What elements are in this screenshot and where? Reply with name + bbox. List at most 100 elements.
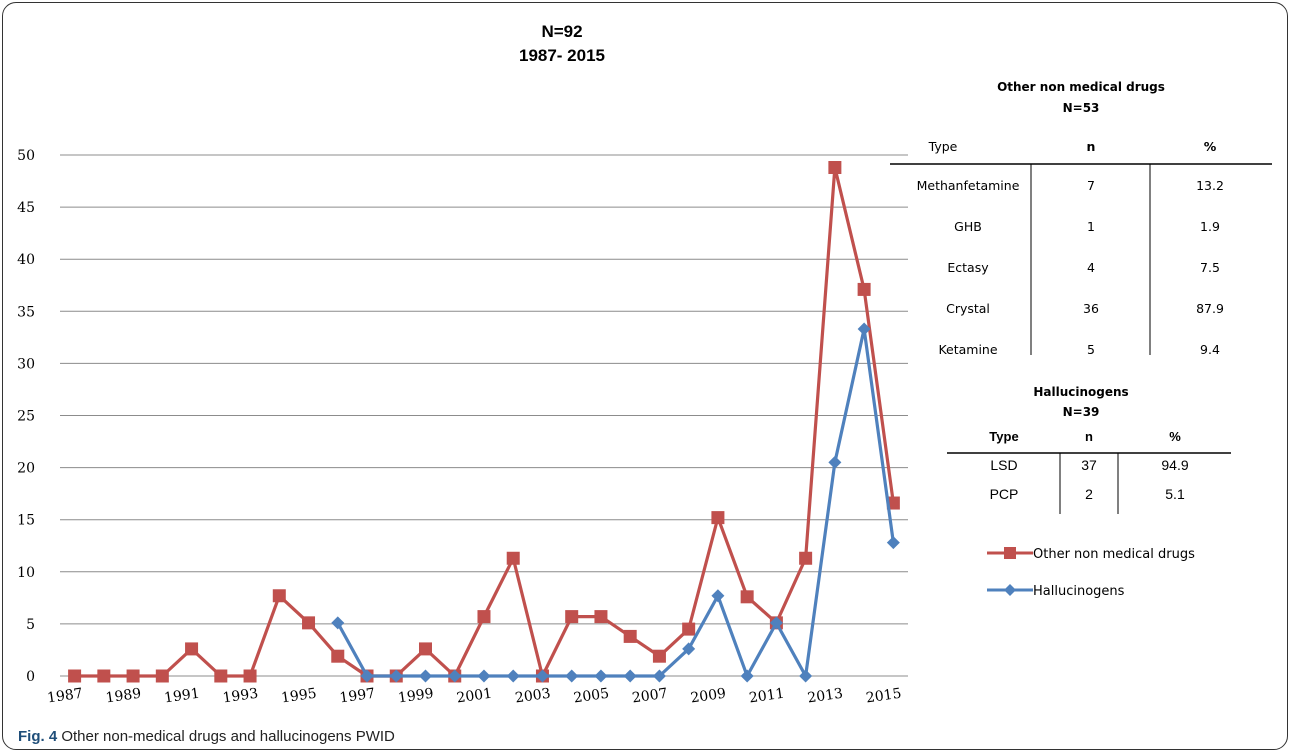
data-point-diamond	[886, 536, 900, 550]
table2-cell: LSD	[990, 457, 1017, 473]
data-point-square	[711, 511, 725, 525]
x-tick-label: 2009	[690, 686, 728, 707]
table1-cell: 1.9	[1200, 219, 1220, 234]
data-point-square	[506, 551, 520, 565]
series-hallucinogens	[331, 322, 900, 683]
data-point-diamond	[506, 669, 520, 683]
x-tick-label: 2003	[514, 686, 552, 707]
chart-title-line-2: 1987- 2015	[519, 46, 605, 65]
x-tick-label: 1987	[46, 686, 84, 707]
caption-label: Fig. 4	[18, 728, 58, 745]
data-point-square	[155, 669, 169, 683]
table-hallucinogens: Hallucinogens N=39 Type n % LSD 37 94.9 PCP…	[947, 385, 1231, 514]
table1-cell: 36	[1083, 301, 1099, 316]
table1-subtitle: N=53	[1063, 101, 1100, 115]
table-other-drugs: Other non medical drugs N=53 Type n % Me…	[890, 80, 1272, 357]
y-tick-label: 35	[17, 304, 35, 320]
data-point-square	[331, 649, 345, 663]
data-point-diamond	[331, 616, 345, 630]
table1-cell: 5	[1087, 342, 1095, 357]
table1-cell: Methanfetamine	[917, 178, 1020, 193]
data-point-diamond	[682, 642, 696, 656]
y-tick-label: 10	[17, 565, 35, 581]
data-point-diamond	[652, 669, 666, 683]
data-point-square	[243, 669, 257, 683]
y-tick-label: 25	[17, 409, 35, 425]
data-point-square	[594, 610, 608, 624]
table2-cell: 2	[1085, 486, 1093, 502]
x-tick-label: 1989	[105, 686, 143, 707]
table1-cell: 87.9	[1196, 301, 1224, 316]
data-point-diamond	[565, 669, 579, 683]
data-point-square	[799, 551, 813, 565]
data-point-square	[126, 669, 140, 683]
table1-cell: 13.2	[1196, 178, 1224, 193]
x-tick-label: 2007	[631, 686, 669, 707]
x-tick-label: 1999	[397, 686, 435, 707]
chart-title-line-1: N=92	[541, 22, 582, 41]
data-point-square	[740, 590, 754, 604]
data-point-square	[886, 496, 900, 510]
data-point-square	[857, 282, 871, 296]
data-point-square	[97, 669, 111, 683]
data-point-diamond	[389, 669, 403, 683]
legend-marker-hallucinogens	[1004, 584, 1016, 596]
x-axis-ticks: 1987 1989 1991 1993 1995 1997 1999 2001 2003 2005…	[46, 686, 902, 707]
data-point-diamond	[448, 669, 462, 683]
table1-header-type: Type	[928, 139, 958, 154]
table1-cell: Crystal	[946, 301, 990, 316]
series-line	[74, 165, 895, 678]
table2-rows: LSD 37 94.9 PCP 2 5.1	[990, 457, 1189, 502]
data-point-diamond	[711, 589, 725, 603]
series-other-non-medical-drugs	[68, 161, 900, 683]
legend: Other non medical drugs Hallucinogens	[987, 547, 1195, 599]
data-point-diamond	[799, 669, 813, 683]
table1-cell: 1	[1087, 219, 1095, 234]
data-point-square	[68, 669, 82, 683]
table2-cell: 5.1	[1165, 486, 1185, 502]
table1-cell: Ectasy	[947, 260, 989, 275]
x-tick-label: 1991	[163, 686, 201, 707]
table1-cell: 7.5	[1200, 260, 1220, 275]
data-point-diamond	[418, 669, 432, 683]
data-point-square	[214, 669, 228, 683]
data-point-diamond	[740, 669, 754, 683]
data-point-diamond	[623, 669, 637, 683]
y-tick-label: 40	[17, 252, 35, 268]
data-point-diamond	[477, 669, 491, 683]
data-point-square	[682, 622, 696, 636]
table1-cell: Ketamine	[938, 342, 997, 357]
data-point-diamond	[360, 669, 374, 683]
x-tick-label: 2015	[865, 686, 903, 707]
y-tick-label: 50	[17, 148, 35, 164]
y-axis-ticks: 0 5 10 15 20 25 30 35 40 45 50	[17, 148, 35, 685]
y-tick-label: 30	[17, 356, 35, 372]
legend-label-other: Other non medical drugs	[1033, 547, 1195, 562]
data-point-square	[652, 649, 666, 663]
x-tick-label: 2005	[573, 686, 611, 707]
y-tick-label: 15	[17, 513, 35, 529]
data-point-diamond	[857, 322, 871, 336]
x-tick-label: 2011	[748, 686, 786, 707]
caption-text: Other non-medical drugs and hallucinogen…	[61, 728, 395, 745]
x-tick-label: 2001	[456, 686, 494, 707]
x-tick-label: 1997	[339, 686, 377, 707]
y-tick-label: 45	[17, 200, 35, 216]
data-point-square	[565, 610, 579, 624]
table2-header-n: n	[1085, 429, 1093, 444]
table2-header-pct: %	[1169, 429, 1181, 444]
y-tick-label: 5	[26, 617, 35, 633]
legend-marker-other	[1004, 547, 1016, 559]
legend-entry-hallucinogens: Hallucinogens	[987, 584, 1125, 599]
series-layer	[68, 161, 900, 683]
table1-rows: Methanfetamine 7 13.2 GHB 1 1.9 Ectasy 4 7.5 Crys…	[917, 178, 1224, 357]
x-tick-label: 1993	[222, 686, 260, 707]
data-point-square	[185, 642, 199, 656]
data-point-diamond	[535, 669, 549, 683]
figure-caption: Fig. 4 Other non-medical drugs and hallu…	[18, 728, 395, 745]
legend-entry-other: Other non medical drugs	[987, 547, 1195, 562]
table1-header-n: n	[1087, 139, 1096, 154]
data-point-diamond	[769, 616, 783, 630]
